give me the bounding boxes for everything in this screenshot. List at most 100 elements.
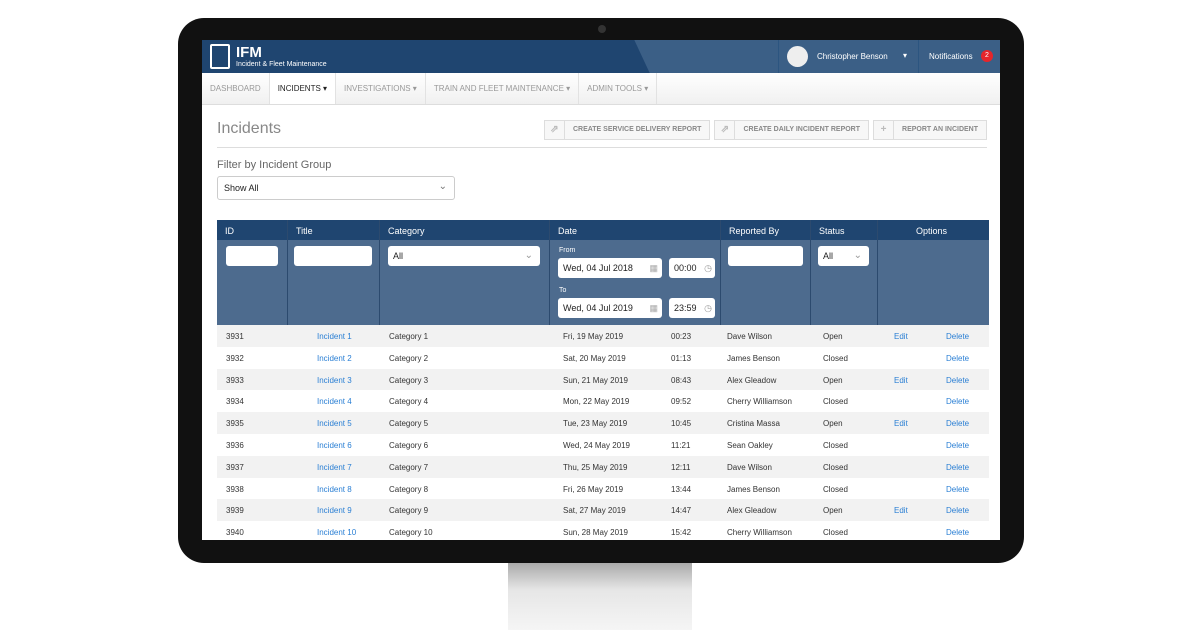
cell-category: Category 10	[389, 528, 433, 538]
cell-category: Category 3	[389, 375, 429, 385]
top-bar: IFM Incident & Fleet Maintenance Christo…	[202, 40, 1000, 73]
delete-link[interactable]: Delete	[946, 353, 970, 363]
cell-status: Closed	[823, 528, 848, 538]
nav-tab[interactable]: ADMIN TOOLS ▾	[579, 73, 658, 104]
table-row: 3940 Incident 10 Category 10 Sun, 28 May 20…	[217, 521, 989, 540]
delete-link[interactable]: Delete	[946, 440, 970, 450]
cell-reported: James Benson	[727, 353, 780, 363]
title-filter-input[interactable]	[294, 246, 372, 266]
cell-reported: Cristina Massa	[727, 419, 780, 429]
delete-link[interactable]: Delete	[946, 506, 970, 516]
edit-link[interactable]: Edit	[894, 506, 908, 516]
edit-link[interactable]: Edit	[894, 375, 908, 385]
from-date-input[interactable]: Wed, 04 Jul 2018 ▦	[558, 258, 662, 278]
nav-tab[interactable]: INCIDENTS ▾	[269, 73, 337, 104]
report-incident-button[interactable]: + REPORT AN INCIDENT	[873, 120, 987, 140]
to-time-input[interactable]: 23:59 ◷	[669, 298, 715, 318]
cell-reported: Cherry Williamson	[727, 528, 792, 538]
cell-id: 3940	[226, 528, 244, 538]
cell-title[interactable]: Incident 8	[317, 484, 352, 494]
status-filter-select[interactable]: All ⌄	[818, 246, 869, 266]
delete-link[interactable]: Delete	[946, 462, 970, 472]
chevron-down-icon: ⌄	[524, 250, 533, 261]
cell-title[interactable]: Incident 4	[317, 397, 352, 407]
table-row: 3939 Incident 9 Category 9 Sat, 27 May 2019…	[217, 499, 989, 522]
table-body: 3931 Incident 1 Category 1 Fri, 19 May 2019…	[217, 325, 989, 540]
cell-title[interactable]: Incident 6	[317, 440, 352, 450]
plus-icon: +	[874, 121, 895, 139]
cell-title[interactable]: Incident 2	[317, 353, 352, 363]
cell-date: Sun, 28 May 2019	[563, 528, 628, 538]
cell-status: Closed	[823, 353, 848, 363]
table-row: 3937 Incident 7 Category 7 Thu, 25 May 2019…	[217, 455, 989, 478]
cell-id: 3935	[226, 419, 244, 429]
cell-category: Category 4	[389, 397, 429, 407]
nav-tab[interactable]: DASHBOARD	[202, 73, 270, 104]
chevron-down-icon: ⌄	[853, 250, 862, 261]
avatar	[787, 46, 808, 67]
category-filter-select[interactable]: All ⌄	[388, 246, 540, 266]
cell-title[interactable]: Incident 3	[317, 375, 352, 385]
reported-by-filter-input[interactable]	[728, 246, 803, 266]
export-icon: ⇗	[545, 121, 565, 139]
app-subtitle: Incident & Fleet Maintenance	[236, 61, 327, 68]
delete-link[interactable]: Delete	[946, 528, 970, 538]
table-row: 3934 Incident 4 Category 4 Mon, 22 May 2019…	[217, 390, 989, 412]
cell-time: 09:52	[671, 397, 692, 407]
cell-time: 13:44	[671, 484, 692, 494]
delete-link[interactable]: Delete	[946, 375, 970, 385]
delete-link[interactable]: Delete	[946, 332, 970, 341]
cell-id: 3938	[226, 484, 244, 494]
incident-group-select[interactable]: Show All ⌄	[217, 176, 455, 200]
cell-date: Thu, 25 May 2019	[563, 462, 628, 472]
chevron-down-icon: ⌄	[438, 181, 447, 192]
nav-tab[interactable]: TRAIN AND FLEET MAINTENANCE ▾	[426, 73, 580, 104]
delete-link[interactable]: Delete	[946, 419, 970, 429]
notifications-button[interactable]: Notifications 2	[918, 40, 1000, 73]
cell-reported: Sean Oakley	[727, 440, 773, 450]
cell-time: 14:47	[671, 506, 692, 516]
id-filter-input[interactable]	[226, 246, 278, 266]
cell-title[interactable]: Incident 7	[317, 462, 352, 472]
train-logo-icon	[210, 44, 230, 69]
cell-date: Sat, 27 May 2019	[563, 506, 626, 516]
monitor-stand	[508, 563, 692, 630]
cell-date: Sat, 20 May 2019	[563, 353, 626, 363]
filter-label: Filter by Incident Group	[217, 159, 332, 171]
cell-date: Mon, 22 May 2019	[563, 397, 630, 407]
table-row: 3933 Incident 3 Category 3 Sun, 21 May 2019…	[217, 368, 989, 391]
cell-reported: Alex Gleadow	[727, 375, 777, 385]
cell-id: 3933	[226, 375, 244, 385]
delete-link[interactable]: Delete	[946, 484, 970, 494]
clock-icon: ◷	[704, 303, 712, 313]
nav-tab[interactable]: INVESTIGATIONS ▾	[336, 73, 426, 104]
user-menu[interactable]: Christopher Benson ▾	[778, 40, 918, 73]
app-name: IFM	[236, 44, 262, 61]
create-service-delivery-report-button[interactable]: ⇗ CREATE SERVICE DELIVERY REPORT	[543, 120, 711, 140]
screen: IFM Incident & Fleet Maintenance Christo…	[202, 40, 1000, 540]
cell-time: 08:43	[671, 375, 692, 385]
cell-category: Category 8	[389, 484, 429, 494]
cell-title[interactable]: Incident 5	[317, 419, 352, 429]
create-daily-incident-report-button[interactable]: ⇗ CREATE DAILY INCIDENT REPORT	[714, 120, 870, 140]
cell-id: 3934	[226, 397, 244, 407]
from-time-input[interactable]: 00:00 ◷	[669, 258, 715, 278]
cell-status: Open	[823, 506, 843, 516]
table-row: 3938 Incident 8 Category 8 Fri, 26 May 2019…	[217, 478, 989, 500]
cell-id: 3939	[226, 506, 244, 516]
table-row: 3936 Incident 6 Category 6 Wed, 24 May 2019…	[217, 434, 989, 456]
delete-link[interactable]: Delete	[946, 397, 970, 407]
table-row: 3932 Incident 2 Category 2 Sat, 20 May 2019…	[217, 347, 989, 369]
cell-id: 3936	[226, 440, 244, 450]
edit-link[interactable]: Edit	[894, 332, 908, 341]
cell-time: 15:42	[671, 528, 692, 538]
cell-date: Wed, 24 May 2019	[563, 440, 631, 450]
edit-link[interactable]: Edit	[894, 419, 908, 429]
cell-status: Closed	[823, 462, 848, 472]
cell-time: 11:21	[671, 440, 691, 450]
cell-title[interactable]: Incident 9	[317, 506, 352, 516]
cell-title[interactable]: Incident 1	[317, 332, 352, 341]
clock-icon: ◷	[704, 263, 712, 273]
to-date-input[interactable]: Wed, 04 Jul 2019 ▦	[558, 298, 662, 318]
cell-title[interactable]: Incident 10	[317, 528, 357, 538]
